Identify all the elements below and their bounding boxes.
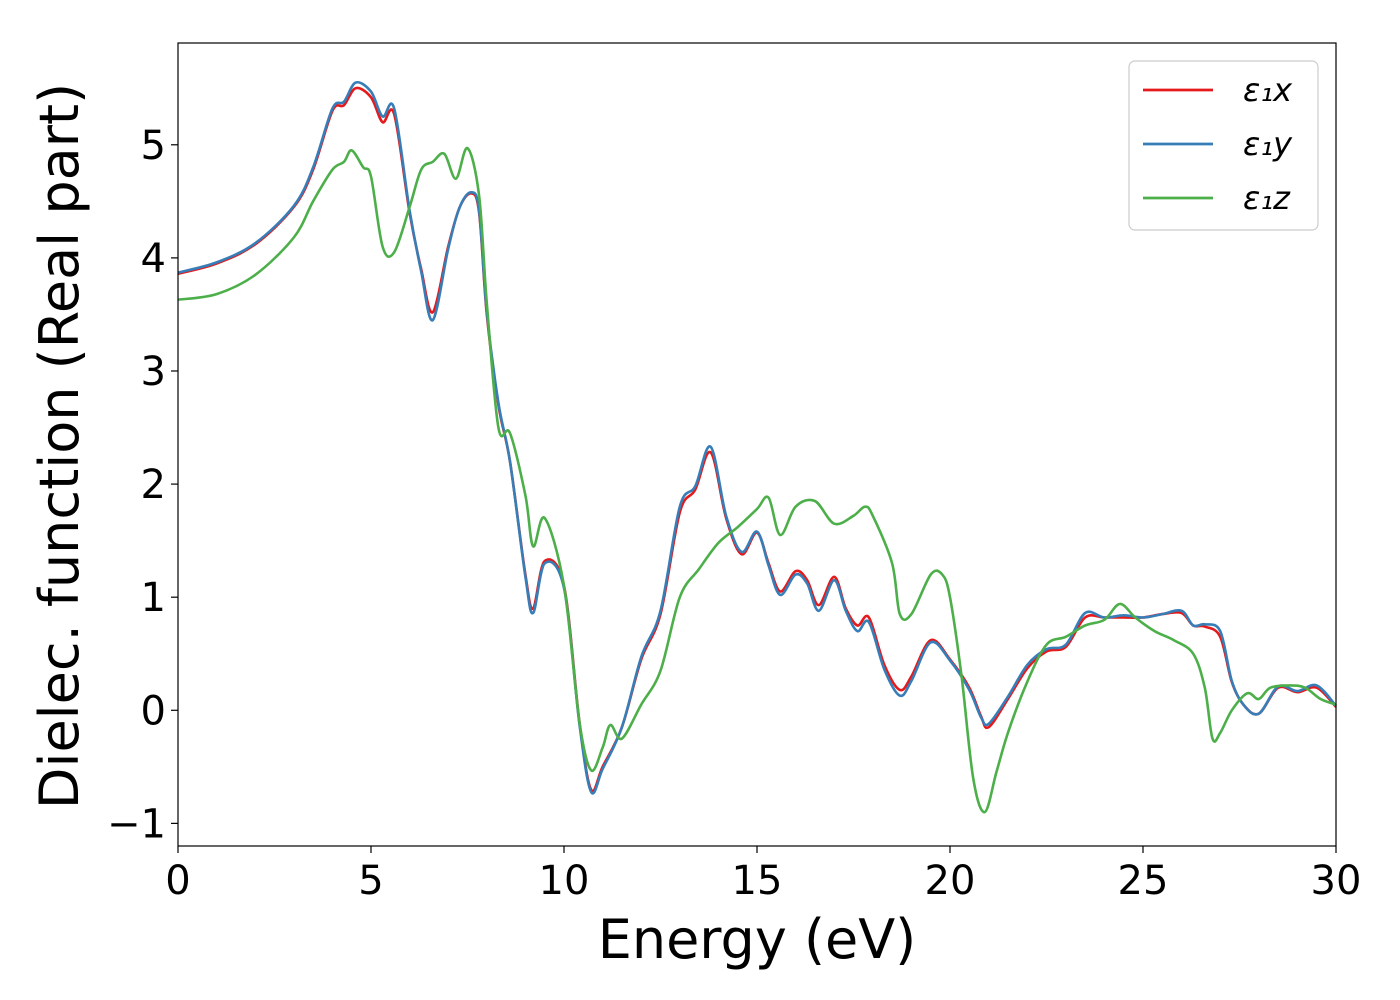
y-tick-label: 0 [141,688,166,734]
legend-label-0: ε₁x [1243,71,1293,109]
y-tick-label: 2 [141,462,166,508]
x-axis-label: Energy (eV) [598,908,917,971]
x-axis-ticks: 0 5 10 15 20 25 30 [165,846,1361,904]
y-tick-label: 1 [141,575,166,621]
x-tick-label: 15 [732,858,783,904]
series-layer [177,80,1337,814]
x-tick-label: 20 [925,858,976,904]
legend-label-2: ε₁z [1243,179,1291,217]
series-line-2 [177,146,1337,814]
x-tick-label: 10 [539,858,590,904]
legend-label-1: ε₁y [1243,125,1293,163]
y-axis-ticks: −1 0 1 2 3 4 5 [107,123,178,847]
x-tick-label: 0 [165,858,190,904]
x-tick-label: 30 [1311,858,1362,904]
x-tick-label: 5 [358,858,383,904]
y-tick-label: 5 [141,123,166,169]
x-tick-label: 25 [1118,858,1169,904]
legend-box [1128,60,1319,231]
y-tick-label: −1 [107,801,166,847]
y-axis-label: Dielec. function (Real part) [28,83,91,809]
y-tick-label: 3 [141,349,166,395]
legend: ε₁x ε₁y ε₁z [1128,60,1319,231]
y-tick-label: 4 [141,236,166,282]
